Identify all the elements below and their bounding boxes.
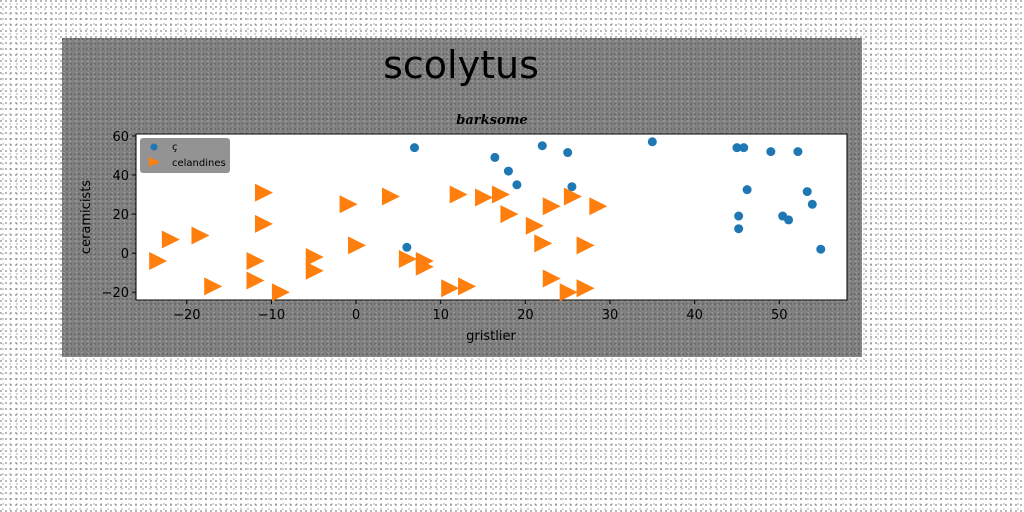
legend-box xyxy=(140,138,230,173)
x-tick-label: 40 xyxy=(686,308,703,323)
y-tick-label: 40 xyxy=(112,169,129,184)
scatter-point-circle xyxy=(734,224,744,234)
scatter-point-circle xyxy=(490,152,500,162)
plot-area xyxy=(135,133,848,301)
legend-marker-circle xyxy=(150,143,158,151)
scatter-point-triangle xyxy=(398,249,417,268)
scatter-point-triangle xyxy=(563,187,582,206)
y-axis-label: ceramicists xyxy=(79,180,94,254)
y-tick-label: 0 xyxy=(121,247,129,262)
scatter-point-circle xyxy=(739,143,749,153)
x-axis-ticks: −20 −10 0 10 20 30 40 50 xyxy=(173,300,788,323)
chart-suptitle: scolytus xyxy=(383,43,539,87)
scatter-point-triangle xyxy=(491,185,510,204)
scatter-point-triangle xyxy=(500,205,519,224)
x-tick-label: 50 xyxy=(771,308,788,323)
scatter-point-triangle xyxy=(381,187,400,206)
scatter-point-circle xyxy=(742,185,752,195)
scatter-point-circle xyxy=(402,242,412,252)
scatter-point-triangle xyxy=(534,234,553,253)
scatter-point-triangle xyxy=(458,277,477,296)
scatter-point-circle xyxy=(503,166,513,176)
x-tick-label: −10 xyxy=(258,308,285,323)
y-axis-ticks: −20 0 20 40 60 xyxy=(102,130,136,301)
x-tick-label: 30 xyxy=(602,308,619,323)
scatter-point-triangle xyxy=(271,283,290,302)
scatter-point-circle xyxy=(732,143,742,153)
scatter-point-circle xyxy=(567,182,577,192)
scatter-point-triangle xyxy=(305,248,324,267)
scatter-point-circle xyxy=(802,187,812,197)
scatter-point-triangle xyxy=(449,185,468,204)
scatter-point-triangle xyxy=(348,236,367,255)
scatter-point-triangle xyxy=(542,269,561,288)
scatter-point-triangle xyxy=(161,230,180,249)
scatter-point-triangle xyxy=(475,188,494,207)
chart-title: barksome xyxy=(456,113,527,128)
scatter-point-circle xyxy=(766,147,776,157)
scatter-point-circle xyxy=(563,148,573,158)
legend-label-series-2: celandines xyxy=(172,158,226,169)
scatter-point-circle xyxy=(816,244,826,254)
x-tick-label: 20 xyxy=(517,308,534,323)
scatter-point-triangle xyxy=(525,216,544,235)
scatter-point-circle xyxy=(793,147,803,157)
scatter-point-circle xyxy=(409,143,419,153)
data-markers xyxy=(149,137,826,302)
scatter-point-triangle xyxy=(204,277,223,296)
chart-figure: scolytus barksome −20 −10 0 10 20 30 40 50 −20 0… xyxy=(62,38,862,357)
scatter-point-triangle xyxy=(415,257,434,276)
scatter-point-triangle xyxy=(559,283,578,302)
scatter-point-circle xyxy=(807,199,817,209)
scatter-chart: scolytus barksome −20 −10 0 10 20 30 40 50 −20 0… xyxy=(79,43,848,344)
scatter-point-triangle xyxy=(246,251,265,270)
scatter-point-triangle xyxy=(441,279,460,298)
scatter-point-triangle xyxy=(254,183,273,202)
y-tick-label: −20 xyxy=(102,286,129,301)
scatter-point-triangle xyxy=(149,251,168,270)
scatter-point-circle xyxy=(512,180,522,190)
scatter-point-triangle xyxy=(576,279,595,298)
y-tick-label: 20 xyxy=(112,208,129,223)
x-tick-label: 10 xyxy=(432,308,449,323)
scatter-point-triangle xyxy=(576,236,595,255)
scatter-point-triangle xyxy=(254,214,273,233)
y-tick-label: 60 xyxy=(112,130,129,145)
legend-label-series-1: ç xyxy=(172,142,178,153)
scatter-point-triangle xyxy=(246,271,265,290)
scatter-point-circle xyxy=(734,211,744,221)
scatter-point-triangle xyxy=(305,261,324,280)
scatter-point-triangle xyxy=(542,197,561,216)
scatter-point-circle xyxy=(784,215,794,225)
x-axis-label: gristlier xyxy=(466,329,516,344)
scatter-point-triangle xyxy=(339,195,358,214)
scatter-point-circle xyxy=(647,137,657,147)
scatter-point-triangle xyxy=(589,197,608,216)
x-tick-label: −20 xyxy=(173,308,200,323)
scatter-point-triangle xyxy=(191,226,210,245)
legend: ç celandines xyxy=(140,138,230,173)
scatter-point-circle xyxy=(537,141,547,151)
legend-marker-triangle xyxy=(149,157,160,167)
x-tick-label: 0 xyxy=(352,308,360,323)
